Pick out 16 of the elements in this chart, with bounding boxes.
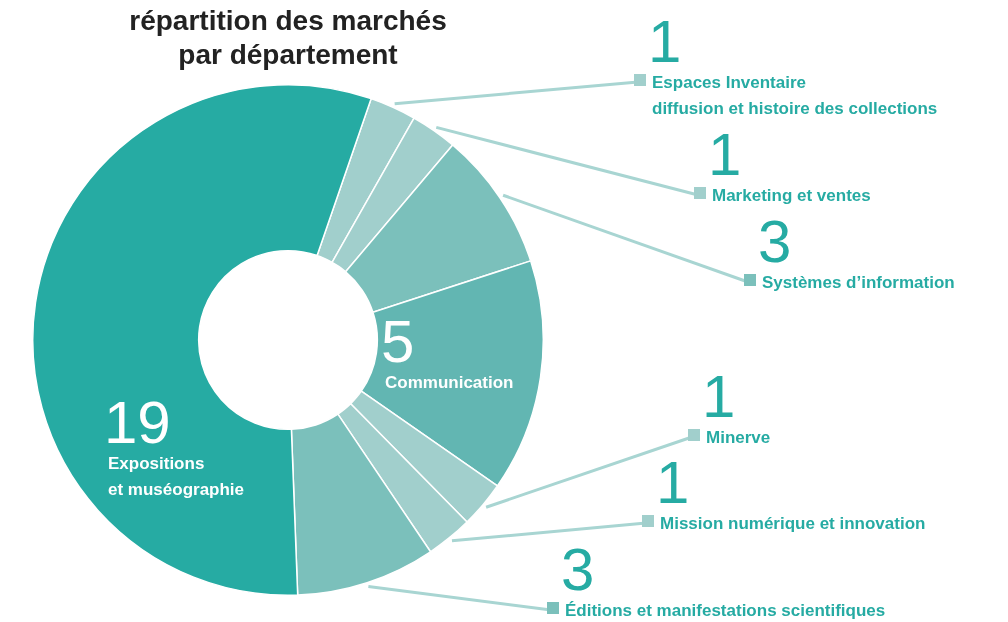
legend-label: Mission numérique et innovation [660, 514, 926, 533]
legend-label: Marketing et ventes [712, 186, 871, 205]
data-label: 1 [702, 363, 736, 430]
data-label: 1 [648, 8, 682, 75]
legend-label: Éditions et manifestations scientifiques [565, 601, 886, 620]
data-label: 3 [758, 208, 792, 275]
data-label: 1 [708, 121, 742, 188]
legend-label: Systèmes d’information [762, 273, 955, 292]
legend-label: Espaces Inventaire diffusion et histoire des collections [652, 73, 938, 118]
slice-label: Communication [385, 373, 514, 392]
chart-title: répartition des marchés par département [129, 5, 447, 70]
data-label: 5 [381, 308, 415, 375]
data-label: 19 [104, 389, 171, 456]
legend-label: Minerve [706, 428, 771, 447]
slice-label: Expositions et muséographie [108, 454, 245, 499]
data-label: 1 [656, 449, 690, 516]
